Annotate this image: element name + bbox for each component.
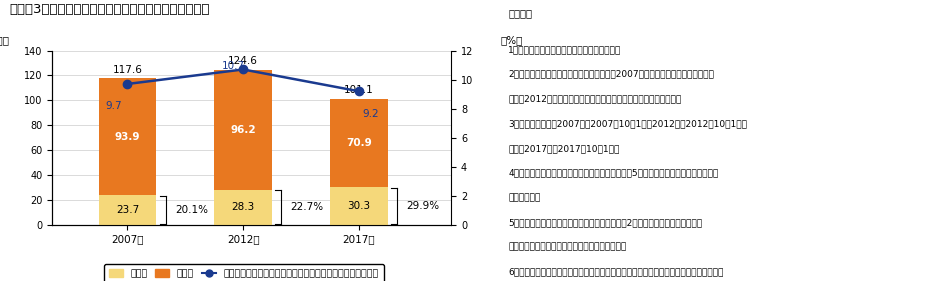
- Text: 20.1%: 20.1%: [175, 205, 208, 215]
- Bar: [330, 187, 388, 225]
- Bar: [99, 78, 157, 195]
- Text: 6．「出産・育児のため」に前職を離職した者の割合とは、離職者総数（女性）に占める: 6．「出産・育児のため」に前職を離職した者の割合とは、離職者総数（女性）に占める: [508, 268, 724, 277]
- Text: 22.7%: 22.7%: [291, 202, 324, 212]
- Text: 93.9: 93.9: [115, 132, 141, 142]
- Text: 23.7: 23.7: [116, 205, 139, 215]
- Text: 117.6: 117.6: [112, 65, 142, 75]
- Text: 9.7: 9.7: [105, 101, 122, 111]
- Text: 9.2: 9.2: [362, 109, 379, 119]
- Text: 2012年以降の調査では「出産・育児のため」となっている。: 2012年以降の調査では「出産・育児のため」となっている。: [508, 94, 681, 103]
- Text: 5．「有業者」、「無業者」の人数は、小数点第2位で四捨五入しているため、: 5．「有業者」、「無業者」の人数は、小数点第2位で四捨五入しているため、: [508, 218, 702, 227]
- Text: 30.3: 30.3: [347, 201, 370, 211]
- Text: （%）: （%）: [501, 35, 523, 45]
- Text: 4．　各調査時点ともに、調査時点から遅って過去5年間に前職を辞めた者の人数及び: 4． 各調査時点ともに、調査時点から遅って過去5年間に前職を辞めた者の人数及び: [508, 169, 718, 178]
- Text: 『図表3　出産・育児を理由とした離職と復職の状況』: 『図表3 出産・育児を理由とした離職と復職の状況』: [10, 3, 210, 16]
- Text: 割合。: 割合。: [508, 193, 541, 202]
- Text: 96.2: 96.2: [230, 125, 256, 135]
- Text: 10.7: 10.7: [222, 61, 245, 71]
- Text: 70.9: 70.9: [346, 138, 371, 148]
- Text: （備考）: （備考）: [508, 8, 532, 19]
- Text: 3．　調査時点は、2007年が2007年10月1日、2012年が2012年10月1日、: 3． 調査時点は、2007年が2007年10月1日、2012年が2012年10月…: [508, 119, 748, 128]
- Bar: [214, 190, 272, 225]
- Text: 2．　前職の離職理由についての選択肢は、2007年の調査では「育児のため」、: 2． 前職の離職理由についての選択肢は、2007年の調査では「育児のため」、: [508, 70, 714, 79]
- Text: 離職者の合計人数とは必ずしも一致しない。: 離職者の合計人数とは必ずしも一致しない。: [508, 243, 626, 252]
- Text: 2017年が2017年10月1日。: 2017年が2017年10月1日。: [508, 144, 619, 153]
- Text: 101.1: 101.1: [344, 85, 373, 95]
- Text: 1．　総務省「就業構造基本調査」より作成。: 1． 総務省「就業構造基本調査」より作成。: [508, 45, 621, 54]
- Bar: [330, 99, 388, 187]
- Text: 124.6: 124.6: [228, 56, 258, 66]
- Text: 29.9%: 29.9%: [407, 201, 439, 211]
- Bar: [214, 70, 272, 190]
- Text: （万人）: （万人）: [0, 35, 10, 45]
- Legend: 有業者, 無業者, 「出産・育児のため」に前職を離職した者の割合（右目盛）: 有業者, 無業者, 「出産・育児のため」に前職を離職した者の割合（右目盛）: [104, 264, 384, 281]
- Text: 28.3: 28.3: [232, 202, 255, 212]
- Bar: [99, 195, 157, 225]
